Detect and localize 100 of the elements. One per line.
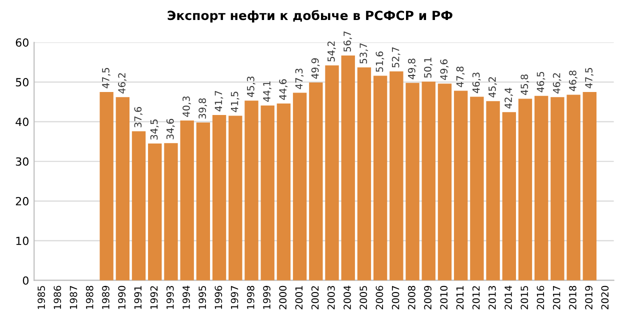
bar	[276, 103, 291, 280]
data-label: 44,6	[279, 79, 288, 100]
chart-title: Экспорт нефти к добыче в РСФСР и РФ	[168, 10, 452, 23]
x-tick-label: 2007	[392, 286, 400, 310]
x-tick-label: 1997	[230, 286, 238, 309]
data-label: 47,5	[102, 68, 110, 88]
bar	[566, 94, 580, 280]
data-label: 46,5	[536, 72, 546, 92]
x-tick-label: 2008	[408, 286, 416, 310]
bar	[325, 65, 339, 280]
data-label: 40,3	[182, 96, 191, 117]
bar	[390, 71, 404, 280]
bar	[406, 82, 420, 280]
x-tick-label: 1989	[102, 286, 110, 309]
data-label: 49,6	[440, 59, 449, 80]
data-label: 46,2	[118, 73, 126, 94]
x-tick-label: 2014	[504, 286, 512, 310]
x-tick-label: 2001	[295, 286, 303, 310]
bar	[244, 100, 258, 280]
x-tick-label: 1996	[214, 286, 222, 309]
x-tick-label: 2019	[585, 286, 592, 310]
data-label: 53,7	[360, 43, 368, 64]
data-label: 45,8	[520, 74, 530, 96]
bar	[470, 96, 484, 280]
x-tick-label: 2015	[520, 286, 528, 310]
data-label: 34,5	[150, 120, 159, 140]
bar	[132, 131, 146, 280]
bar	[518, 98, 532, 280]
x-tick-label: 2010	[440, 286, 448, 310]
data-label: 41,7	[214, 90, 224, 112]
x-tick-label: 1995	[198, 286, 206, 309]
bar	[100, 92, 114, 280]
y-tick-label: 0	[22, 276, 28, 285]
bar	[357, 67, 372, 280]
bar	[550, 97, 564, 280]
data-label: 46,8	[569, 70, 578, 92]
x-tick-label: 2012	[472, 286, 480, 310]
data-label: 54,2	[327, 42, 336, 62]
x-tick-label: 2006	[376, 286, 384, 310]
x-tick-label: 2009	[424, 286, 432, 310]
data-label: 46,2	[552, 73, 562, 94]
bar	[196, 122, 210, 280]
bar	[502, 112, 516, 280]
data-label: 56,7	[344, 31, 352, 52]
x-tick-label: 2013	[488, 286, 496, 310]
data-label: 49,9	[311, 58, 320, 79]
bar	[292, 92, 307, 280]
data-label: 46,3	[472, 72, 481, 94]
data-label: 37,6	[134, 107, 143, 128]
y-tick-label: 10	[16, 236, 28, 246]
data-label: 45,2	[488, 77, 497, 98]
bar	[260, 105, 274, 280]
data-label: 47,8	[456, 66, 465, 88]
x-tick-label: 2011	[456, 286, 464, 310]
data-label: 34,6	[166, 118, 175, 140]
x-tick-label: 1999	[263, 286, 270, 309]
bar	[164, 143, 178, 280]
data-label: 42,4	[504, 88, 513, 109]
x-tick-label: 2000	[279, 286, 287, 310]
x-tick-label: 2020	[601, 286, 609, 310]
data-label: 45,3	[246, 76, 256, 98]
x-tick-label: 2017	[552, 286, 560, 310]
bar	[148, 144, 162, 280]
x-tick-label: 1987	[70, 286, 78, 309]
x-tick-label: 1992	[150, 286, 158, 309]
data-label: 39,8	[198, 98, 207, 119]
x-tick-label: 2002	[311, 286, 319, 310]
x-tick-label: 2016	[536, 286, 544, 310]
x-tick-label: 1991	[134, 286, 142, 309]
bar	[116, 97, 130, 280]
x-tick-label: 1986	[54, 286, 62, 309]
bar	[438, 84, 452, 280]
x-tick-label: 1990	[118, 286, 126, 309]
data-label: 41,5	[230, 92, 240, 112]
bar	[228, 116, 242, 280]
bar	[212, 114, 226, 280]
data-label: 51,6	[376, 51, 384, 72]
data-label: 50,1	[424, 58, 432, 78]
x-tick-label: 1985	[38, 286, 45, 309]
data-label: 44,1	[263, 82, 272, 102]
bar	[373, 76, 388, 280]
data-label: 47,5	[585, 68, 594, 88]
data-label: 49,8	[408, 58, 416, 80]
x-tick-label: 1994	[182, 286, 190, 309]
bar	[486, 101, 500, 280]
y-tick-label: 60	[16, 38, 28, 47]
x-tick-label: 2018	[569, 286, 576, 310]
y-tick-label: 20	[16, 197, 28, 206]
bar	[422, 82, 436, 280]
data-label: 47,3	[295, 68, 304, 90]
x-tick-label: 2005	[360, 286, 368, 310]
x-tick-label: 1988	[86, 286, 94, 309]
x-tick-label: 1993	[166, 286, 174, 309]
bar	[341, 55, 355, 280]
y-tick-label: 50	[16, 78, 28, 86]
bar	[180, 120, 194, 280]
bar	[582, 92, 596, 280]
data-label: 52,7	[392, 47, 400, 68]
y-tick-label: 40	[16, 118, 28, 126]
bar	[454, 90, 468, 280]
